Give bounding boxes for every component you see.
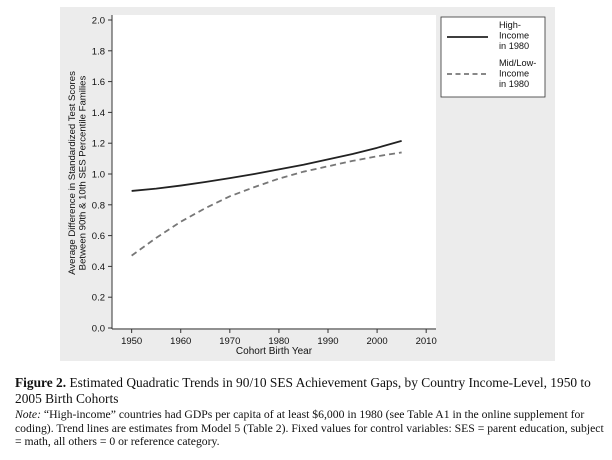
y-tick-label: 0.0 — [92, 324, 105, 335]
y-tick-label: 1.6 — [92, 77, 105, 88]
y-tick-label: 0.6 — [92, 231, 105, 242]
chart-svg: 0.00.20.40.60.81.01.21.41.61.82.0 1950 19… — [67, 15, 546, 357]
legend-label-high-income-1: High- — [499, 20, 521, 30]
series-line-mid-low-income — [131, 151, 402, 257]
chart-figure: 0.0 0.2 0.4 0.6 0.8 1.0 1.2 1.4 1.6 1.8 2.0 1950 19… — [60, 7, 555, 361]
legend-box — [440, 16, 546, 98]
y-tick-label: 0.8 — [92, 200, 105, 211]
legend-label-mid-low-income-3: in 1980 — [499, 79, 529, 89]
legend-label-high-income-3: in 1980 — [499, 41, 529, 51]
y-axis-label-line-2: Between 90th & 10th SES Percentile Famil… — [78, 75, 89, 270]
y-tick-label: 1.8 — [92, 46, 105, 57]
y-tick-label: 2.0 — [92, 16, 105, 27]
x-tick-label: 2010 — [416, 336, 437, 347]
plot-area — [112, 15, 436, 328]
x-tick-label: 1960 — [170, 336, 191, 347]
y-axis-label-group: Average Difference in Standardized Test … — [67, 71, 89, 275]
caption-title: Figure 2. Estimated Quadratic Trends in … — [15, 375, 605, 407]
y-ticks: 0.0 0.2 0.4 0.6 0.8 1.0 1.2 1.4 1.6 1.8 2.0 — [92, 16, 112, 335]
y-axis-label-line-1: Average Difference in Standardized Test … — [67, 71, 78, 275]
y-tick-label: 1.0 — [92, 170, 105, 181]
legend-label-high-income-2: Income — [499, 31, 529, 41]
legend: High- Income in 1980 Mid/Low- Income in … — [440, 16, 546, 98]
series-lines — [131, 140, 402, 257]
x-ticks: 1950 1960 1970 1980 1990 2000 2010 — [121, 329, 437, 347]
x-tick-label: 1950 — [121, 336, 142, 347]
caption-note-text: “High-income” countries had GDPs per cap… — [15, 408, 604, 448]
y-tick-label: 1.2 — [92, 139, 105, 150]
x-tick-label: 1980 — [268, 336, 289, 347]
y-tick-label: 0.2 — [92, 293, 105, 304]
caption-title-text: Estimated Quadratic Trends in 90/10 SES … — [15, 375, 591, 406]
x-tick-label: 1970 — [219, 336, 240, 347]
legend-label-mid-low-income-1: Mid/Low- — [499, 58, 536, 68]
series-line-high-income — [131, 140, 402, 192]
x-tick-label: 2000 — [367, 336, 388, 347]
y-tick-label: 0.4 — [92, 262, 105, 273]
figure-caption: Figure 2. Estimated Quadratic Trends in … — [15, 375, 605, 449]
caption-label: Figure 2. — [15, 375, 67, 390]
x-axis-label: Cohort Birth Year — [236, 346, 313, 357]
y-tick-label: 1.4 — [92, 108, 105, 119]
caption-note-label: Note: — [15, 408, 41, 421]
x-tick-label: 1990 — [317, 336, 338, 347]
caption-note: Note: “High-income” countries had GDPs p… — [15, 408, 605, 449]
legend-label-mid-low-income-2: Income — [499, 69, 529, 79]
